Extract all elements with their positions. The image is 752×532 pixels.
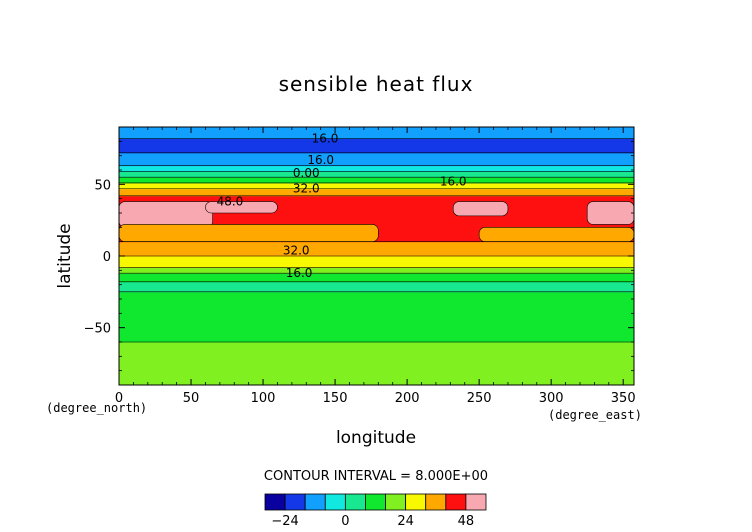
contour-band (119, 342, 634, 385)
colorbar-swatch (425, 493, 447, 511)
contour-region (119, 201, 213, 228)
contour-label: 16.0 (307, 153, 334, 167)
contour-band (119, 291, 634, 321)
y-unit-label: (degree_north) (46, 401, 147, 415)
contour-interval-text: CONTOUR INTERVAL = 8.000E+00 (264, 469, 488, 484)
contour-label: 16.0 (312, 131, 339, 145)
colorbar-swatch (344, 493, 366, 511)
contour-label: 48.0 (217, 195, 244, 209)
contour-band (119, 165, 634, 172)
y-tick-label: −50 (84, 322, 111, 337)
colorbar-swatch (465, 493, 487, 511)
x-tick-label: 250 (467, 391, 492, 406)
x-tick-label: 100 (251, 391, 276, 406)
contour-band (119, 320, 634, 343)
contour-region (119, 224, 379, 242)
contour-region (478, 227, 634, 242)
contour-band (119, 188, 634, 197)
colorbar-swatch (405, 493, 427, 511)
contour-band (119, 273, 634, 283)
x-tick-label: 0 (115, 391, 123, 406)
x-tick-label: 150 (323, 391, 348, 406)
chart-title: sensible heat flux (279, 72, 474, 96)
contour-label: 16.0 (440, 174, 467, 188)
colorbar-label: 0 (341, 514, 349, 529)
colorbar-swatch (385, 493, 407, 511)
x-axis-label: longitude (336, 428, 416, 448)
x-tick-label: 50 (183, 391, 200, 406)
contour-label: 0.00 (293, 166, 320, 180)
contour-band (119, 267, 634, 274)
contour-band (119, 177, 634, 184)
colorbar-swatch (365, 493, 386, 511)
contour-band (119, 182, 634, 190)
y-tick-label: 0 (103, 250, 111, 265)
contour-band (119, 281, 634, 293)
contour-region (586, 201, 634, 225)
y-axis-ticks: −50 0 50 (84, 140, 634, 372)
contour-band (119, 241, 634, 257)
contour-band (119, 152, 634, 167)
y-axis-label: latitude (55, 223, 75, 288)
colorbar-label: 24 (397, 514, 414, 529)
contour-region (452, 201, 509, 217)
colorbar-swatch (445, 493, 467, 511)
contour-band (119, 171, 634, 178)
contour-region (205, 201, 278, 214)
x-tick-label: 350 (611, 391, 636, 406)
x-axis-ticks: 0 50 100 150 200 250 300 350 (115, 127, 636, 406)
contour-lines (119, 138, 634, 343)
contour-field (119, 127, 634, 385)
x-tick-label: 300 (539, 391, 564, 406)
colorbar-swatch (284, 493, 306, 511)
x-unit-label: (degree_east) (548, 408, 642, 422)
y-tick-label: 50 (94, 178, 111, 193)
contour-band (119, 138, 634, 154)
colorbar: −24 0 24 48 (264, 493, 487, 529)
colorbar-swatch (264, 493, 286, 511)
colorbar-label: −24 (271, 514, 298, 529)
colorbar-swatch (304, 493, 326, 511)
contour-label: 32.0 (283, 243, 310, 257)
contour-band (119, 127, 634, 139)
colorbar-label: 48 (458, 514, 475, 529)
contour-band (119, 256, 634, 268)
x-tick-label: 200 (395, 391, 420, 406)
colorbar-swatch (324, 493, 346, 511)
contour-label: 32.0 (293, 182, 320, 196)
contour-label: 16.0 (286, 266, 313, 280)
